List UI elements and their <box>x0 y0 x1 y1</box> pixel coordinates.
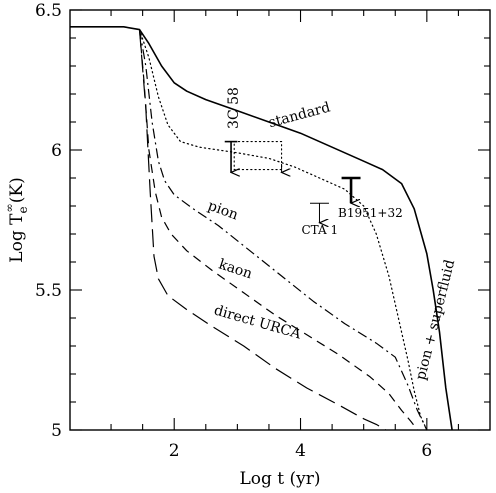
source-label-3c-58: 3C 58 <box>226 87 242 129</box>
curve-direct-urca <box>138 29 387 431</box>
source-label-b1951-32: B1951+32 <box>338 206 403 220</box>
y-tick-label: 6 <box>51 141 62 161</box>
y-axis-title-main: Log T <box>7 213 27 263</box>
axis-ticks <box>70 9 490 431</box>
y-tick-label: 6.5 <box>35 1 62 21</box>
y-axis-title-sub: e <box>16 206 30 213</box>
curve-pion-superfluid <box>138 29 428 431</box>
y-tick-label: 5 <box>51 421 62 441</box>
label-kaon: kaon <box>217 256 255 282</box>
curve-kaon <box>138 29 418 431</box>
y-axis-title: Log Te∞(K) <box>3 177 30 262</box>
label-pion-superfluid: pion + superfluid <box>413 258 458 382</box>
y-axis-title-tail: (K) <box>7 177 27 203</box>
label-direct-urca: direct URCA <box>212 303 303 343</box>
label-pion: pion <box>206 198 241 224</box>
source-label-cta-1: CTA 1 <box>301 223 338 237</box>
y-tick-label: 5.5 <box>35 281 62 301</box>
x-tick-labels: 2 4 6 <box>169 441 432 461</box>
x-tick-label: 4 <box>295 441 306 461</box>
plot-frame <box>69 9 491 431</box>
x-tick-label: 2 <box>169 441 180 461</box>
x-axis-title: Log t (yr) <box>239 469 320 489</box>
y-tick-labels: 5 5.5 6 6.5 <box>35 1 62 441</box>
curve-standard <box>70 25 453 431</box>
curve-pion <box>138 29 428 431</box>
cooling-curves <box>70 25 453 431</box>
label-standard: standard <box>267 99 332 131</box>
y-axis-title-sup: ∞ <box>3 203 16 212</box>
x-tick-label: 6 <box>421 441 432 461</box>
dotted-uncertainty-box <box>233 141 283 171</box>
